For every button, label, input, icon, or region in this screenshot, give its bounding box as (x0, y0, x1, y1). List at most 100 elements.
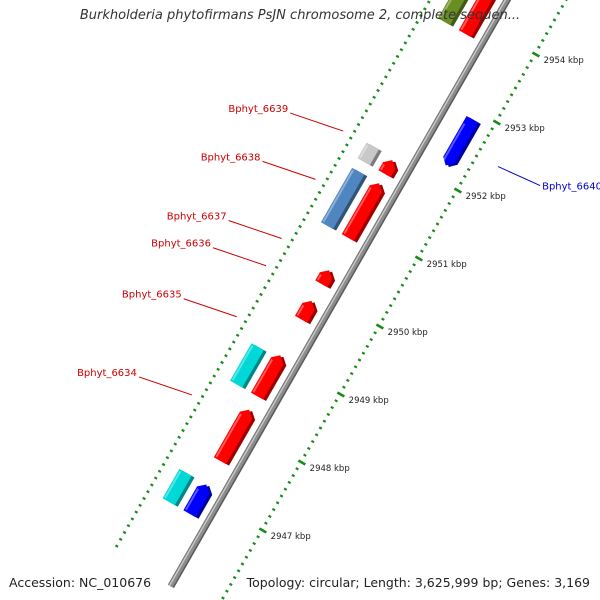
minor-tick (306, 446, 311, 451)
minor-tick (212, 374, 217, 378)
minor-tick (248, 548, 253, 553)
feature-highlight (460, 0, 480, 31)
minor-tick (224, 353, 228, 358)
minor-tick (357, 358, 362, 362)
minor-tick (412, 263, 416, 267)
minor-tick (291, 473, 296, 478)
minor-tick (509, 93, 514, 97)
minor-tick (329, 170, 334, 174)
feature-body (315, 270, 333, 288)
feature-highlight (380, 163, 385, 171)
feature-red_gene (213, 409, 256, 466)
feature-blue_gene (441, 115, 481, 167)
minor-tick (279, 494, 284, 498)
scale-label: 2953 kbp (505, 124, 545, 134)
minor-tick (240, 562, 245, 566)
minor-tick (302, 217, 306, 222)
minor-tick (282, 251, 287, 256)
minor-tick (227, 347, 232, 351)
minor-tick (334, 399, 338, 403)
minor-tick (517, 79, 522, 83)
minor-tick (114, 544, 119, 548)
minor-tick (208, 381, 213, 385)
minor-tick (275, 501, 280, 505)
label-leader (497, 166, 541, 187)
feature-highlight (359, 144, 369, 159)
minor-tick (330, 405, 335, 410)
minor-tick (196, 401, 201, 405)
scale-label: 2951 kbp (427, 260, 467, 270)
minor-tick (560, 4, 565, 9)
minor-tick (231, 340, 236, 344)
minor-tick (313, 197, 318, 201)
minor-tick (423, 242, 428, 247)
feature-body (162, 469, 192, 506)
minor-tick (235, 333, 240, 337)
scale-label: 2952 kbp (466, 192, 506, 202)
minor-tick (404, 276, 409, 281)
feature-highlight (439, 0, 452, 19)
feature-red_gene (250, 355, 287, 402)
minor-tick (305, 211, 310, 215)
minor-tick (188, 415, 193, 419)
minor-tick (266, 279, 271, 283)
major-tick (492, 119, 501, 126)
minor-tick (243, 319, 248, 324)
minor-tick (349, 371, 354, 376)
minor-tick (381, 317, 385, 321)
major-tick (414, 255, 423, 262)
minor-tick (169, 449, 174, 453)
minor-tick (118, 537, 123, 541)
feature-red_gene (378, 160, 399, 179)
label-leader (228, 220, 282, 239)
minor-tick (447, 201, 452, 206)
minor-tick (486, 133, 491, 138)
backbone (168, 0, 510, 588)
features-layer (162, 0, 497, 519)
feature-highlight (252, 359, 273, 393)
feature-highlight (322, 169, 354, 223)
minor-tick (368, 102, 373, 106)
feature-body (357, 142, 379, 166)
minor-tick (525, 65, 530, 70)
feature-body (437, 0, 465, 26)
feature-highlight (231, 345, 254, 381)
scale-label: 2948 kbp (310, 464, 350, 474)
minor-tick (360, 115, 365, 120)
minor-tick (270, 272, 275, 276)
minor-tick (544, 31, 549, 36)
minor-tick (342, 385, 346, 389)
feature-body (320, 167, 365, 230)
minor-tick (422, 7, 427, 11)
minor-tick (521, 72, 526, 77)
minor-tick (303, 453, 307, 457)
minor-tick (161, 462, 166, 467)
minor-tick (298, 224, 302, 229)
feature-red_gene (315, 270, 336, 289)
minor-tick (552, 18, 557, 22)
label-leader (183, 298, 237, 318)
feature-body (443, 115, 478, 166)
feature-body (183, 484, 210, 518)
minor-tick (556, 11, 561, 15)
feature-body (213, 409, 253, 465)
minor-tick (387, 68, 392, 72)
minor-tick (482, 140, 487, 145)
minor-tick (295, 467, 299, 471)
minor-tick (341, 149, 345, 154)
minor-tick (420, 249, 424, 253)
minor-tick (396, 290, 401, 294)
minor-tick (142, 496, 146, 501)
minor-tick (278, 258, 283, 263)
minor-tick (259, 292, 263, 297)
minor-tick (411, 27, 415, 31)
minor-tick (177, 435, 181, 439)
feature-highlight (441, 123, 466, 163)
minor-tick (274, 265, 279, 269)
minor-ticks-layer (114, 0, 568, 600)
minor-tick (459, 181, 463, 185)
minor-tick (361, 351, 366, 355)
feature-label: Bphyt_6640 (542, 182, 600, 193)
feature-steelblue_feature (320, 167, 368, 231)
minor-tick (252, 541, 257, 546)
